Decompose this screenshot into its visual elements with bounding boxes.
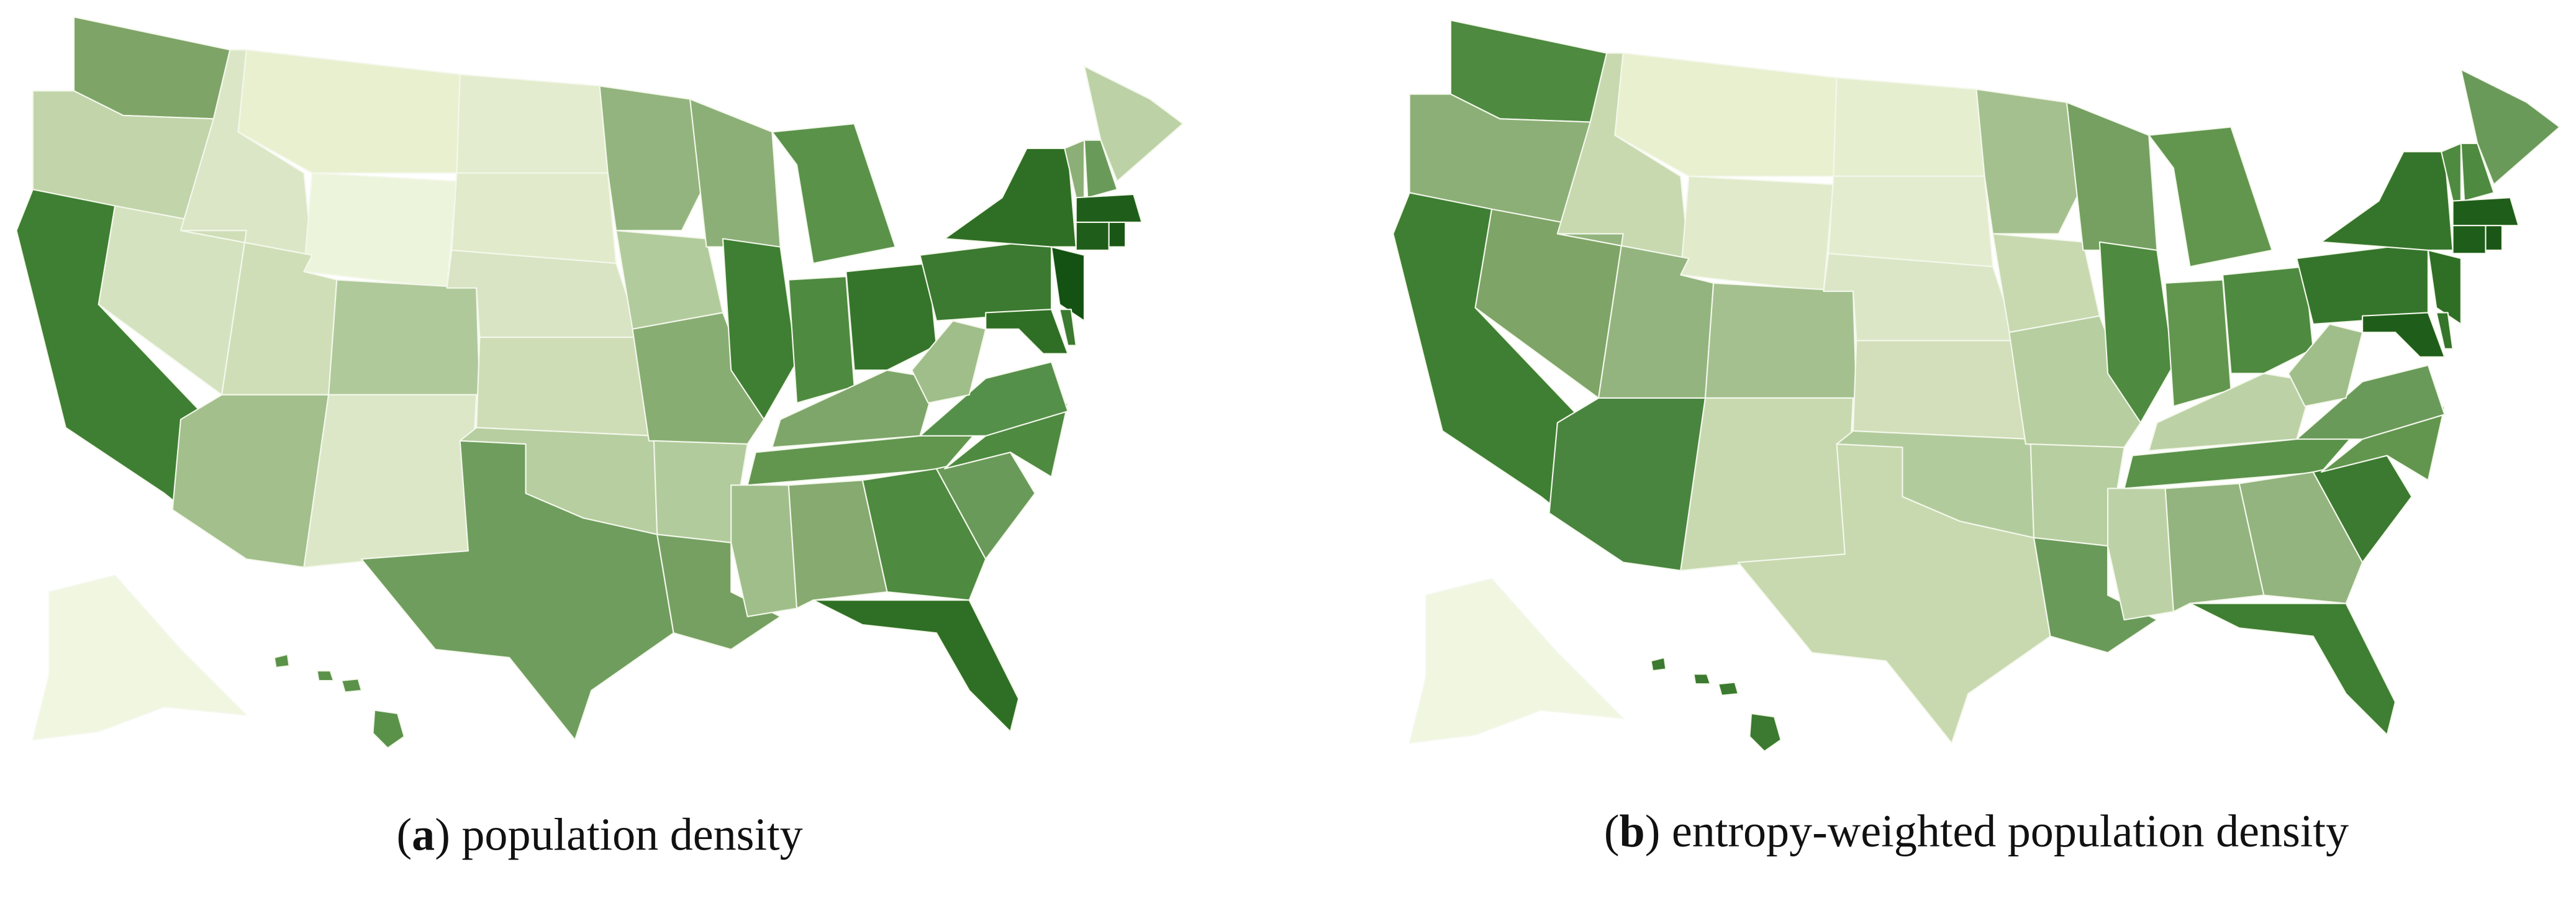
state	[328, 279, 481, 396]
state	[2098, 241, 2174, 424]
state	[1650, 656, 1667, 672]
state	[1680, 175, 1834, 293]
state	[273, 653, 290, 668]
state	[2164, 279, 2232, 407]
state	[2238, 471, 2364, 604]
state	[2296, 365, 2446, 440]
state	[771, 369, 937, 448]
caption-label: b	[1619, 806, 1644, 857]
state	[1083, 65, 1184, 182]
state	[2320, 406, 2446, 481]
state	[2362, 312, 2446, 358]
state	[722, 238, 798, 420]
state	[771, 123, 896, 265]
state	[2066, 101, 2158, 251]
state	[2296, 241, 2429, 325]
state	[985, 309, 1069, 355]
caption-text: ) population density	[435, 809, 802, 860]
state	[2287, 323, 2364, 407]
state	[1051, 246, 1086, 322]
state	[2460, 142, 2495, 202]
state	[845, 263, 937, 371]
state	[787, 276, 855, 404]
state	[451, 172, 617, 265]
caption-text: ) entropy-weighted population density	[1645, 806, 2349, 857]
state	[360, 440, 674, 741]
state	[1737, 443, 2051, 744]
state	[919, 361, 1069, 437]
state	[476, 337, 655, 437]
state	[1614, 52, 1838, 177]
state	[911, 320, 987, 404]
state	[2485, 225, 2503, 251]
state	[944, 147, 1077, 248]
state	[2452, 197, 2519, 227]
state	[2189, 602, 2397, 736]
caption: (a) population density	[397, 809, 803, 860]
state	[2123, 433, 2355, 489]
state	[2164, 483, 2265, 612]
caption-open: (	[1604, 806, 1620, 857]
state	[372, 709, 405, 749]
caption-open: (	[397, 809, 412, 860]
state	[1749, 712, 1782, 752]
state	[2148, 126, 2273, 268]
state	[2148, 373, 2314, 451]
state	[1408, 578, 1624, 744]
caption: (b) entropy-weighted population density	[1604, 806, 2349, 857]
state	[2427, 249, 2462, 325]
state	[32, 574, 247, 741]
map-a	[16, 16, 1184, 749]
state	[1704, 282, 1857, 399]
state	[746, 430, 979, 486]
state	[730, 484, 798, 617]
state	[1108, 221, 1127, 248]
state	[689, 98, 781, 248]
state	[2222, 266, 2314, 374]
state	[341, 678, 363, 693]
state	[1075, 193, 1143, 223]
state	[171, 394, 330, 568]
state	[944, 402, 1069, 478]
state	[787, 479, 888, 609]
state	[2320, 151, 2454, 251]
state	[2436, 312, 2454, 350]
state	[2107, 488, 2174, 621]
state	[1083, 139, 1118, 199]
state	[1680, 397, 1854, 571]
state	[1718, 681, 1739, 696]
state	[1693, 673, 1711, 685]
state	[237, 49, 461, 174]
state	[1548, 397, 1706, 571]
state	[1828, 175, 1993, 268]
state	[1852, 340, 2031, 440]
state	[2452, 225, 2487, 255]
state	[2460, 68, 2560, 186]
state	[1075, 221, 1110, 251]
state	[1059, 309, 1077, 347]
state	[861, 468, 987, 601]
caption-label: a	[412, 809, 435, 860]
state	[316, 670, 335, 682]
map-b	[1392, 19, 2560, 752]
state	[303, 172, 458, 289]
state	[456, 73, 609, 174]
state	[919, 238, 1053, 322]
state	[1833, 77, 1985, 177]
state	[303, 394, 478, 568]
state	[812, 599, 1020, 733]
